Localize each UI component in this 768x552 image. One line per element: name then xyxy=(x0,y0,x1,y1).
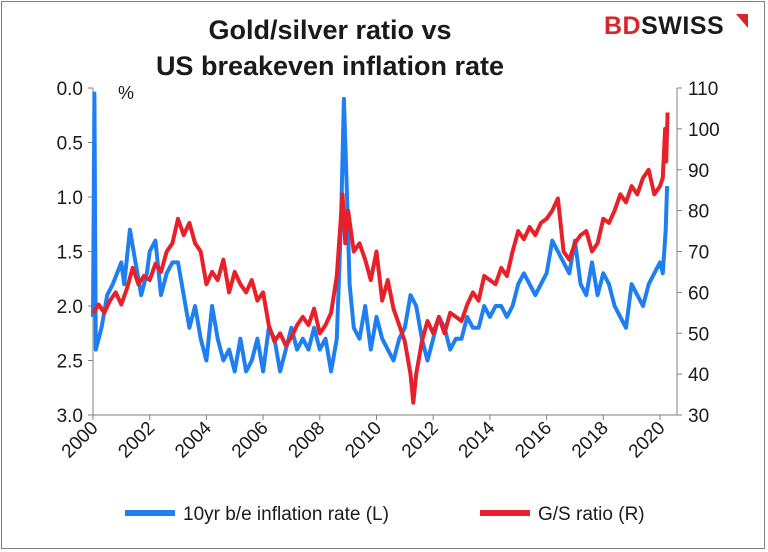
right-tick-label: 70 xyxy=(688,243,709,264)
legend-label-gs-ratio: G/S ratio (R) xyxy=(538,504,645,525)
legend-label-breakeven: 10yr b/e inflation rate (L) xyxy=(183,504,389,525)
right-tick-label: 30 xyxy=(688,406,709,427)
x-tick-label: 2002 xyxy=(114,418,159,463)
left-axis-unit: % xyxy=(118,83,134,103)
x-tick-label: 2010 xyxy=(341,418,386,463)
brand-logo: BDSWISS xyxy=(604,12,724,41)
chart-title-line2: US breakeven inflation rate xyxy=(155,51,505,81)
right-tick-label: 90 xyxy=(688,161,709,182)
right-tick-label: 60 xyxy=(688,283,709,304)
x-tick-label: 2006 xyxy=(228,418,273,463)
x-tick-label: 2008 xyxy=(285,418,330,463)
series-line-breakeven xyxy=(91,91,670,374)
brand-logo-bd: BD xyxy=(604,12,642,40)
x-tick-label: 2020 xyxy=(625,418,670,463)
brand-logo-mark xyxy=(736,14,748,28)
x-tick-label: 2016 xyxy=(511,418,556,463)
left-tick-label: 1.5 xyxy=(57,243,83,264)
left-tick-label: 2.0 xyxy=(57,297,83,318)
left-tick-label: 2.5 xyxy=(57,352,83,373)
series-line-gs-ratio xyxy=(91,112,670,405)
x-tick-label: 2014 xyxy=(455,417,500,462)
chart-title-line1: Gold/silver ratio vs xyxy=(208,15,452,45)
x-tick-label: 2018 xyxy=(568,418,613,463)
right-tick-label: 40 xyxy=(688,365,709,386)
left-tick-label: 3.0 xyxy=(57,406,83,427)
right-tick-label: 50 xyxy=(688,324,709,345)
chart-axes: 0.0 0.5 1.0 1.5 2.0 2.5 3.0% 30 40 50 60 70 80 90 100 1… xyxy=(57,79,720,462)
right-tick-label: 100 xyxy=(688,120,720,141)
left-tick-label: 1.0 xyxy=(57,188,83,209)
left-tick-label: 0.5 xyxy=(57,134,83,155)
x-tick-label: 2004 xyxy=(171,417,216,462)
chart-series xyxy=(91,91,670,405)
brand-logo-swiss: SWISS xyxy=(641,12,725,40)
right-tick-label: 80 xyxy=(688,202,709,223)
chart-legend: 10yr b/e inflation rate (L) G/S ratio (R) xyxy=(125,504,645,525)
left-tick-label: 0.0 xyxy=(57,79,83,100)
x-tick-label: 2012 xyxy=(398,418,443,463)
right-tick-label: 110 xyxy=(688,79,718,100)
